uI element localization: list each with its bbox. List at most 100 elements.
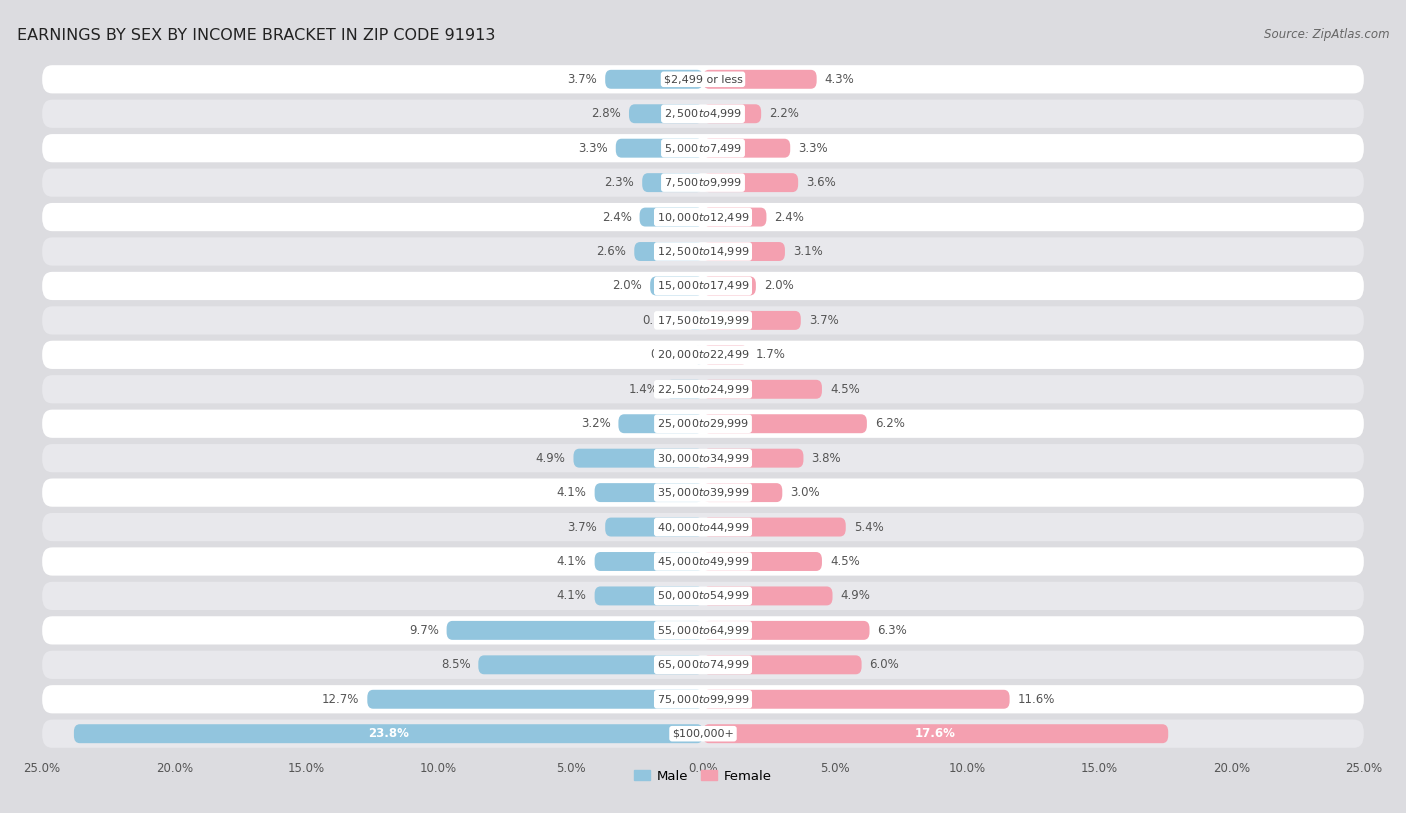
Text: 4.9%: 4.9% (841, 589, 870, 602)
FancyBboxPatch shape (703, 70, 817, 89)
Text: 3.8%: 3.8% (811, 452, 841, 465)
FancyBboxPatch shape (650, 276, 703, 295)
Text: 11.6%: 11.6% (1018, 693, 1054, 706)
FancyBboxPatch shape (688, 311, 703, 330)
FancyBboxPatch shape (42, 203, 1364, 231)
FancyBboxPatch shape (703, 242, 785, 261)
Text: $75,000 to $99,999: $75,000 to $99,999 (657, 693, 749, 706)
FancyBboxPatch shape (42, 341, 1364, 369)
FancyBboxPatch shape (703, 552, 823, 571)
FancyBboxPatch shape (643, 173, 703, 192)
Text: 1.7%: 1.7% (756, 348, 786, 361)
Text: 2.3%: 2.3% (605, 176, 634, 189)
FancyBboxPatch shape (703, 173, 799, 192)
FancyBboxPatch shape (42, 444, 1364, 472)
FancyBboxPatch shape (42, 375, 1364, 403)
Text: 0.58%: 0.58% (643, 314, 679, 327)
FancyBboxPatch shape (605, 70, 703, 89)
FancyBboxPatch shape (42, 547, 1364, 576)
FancyBboxPatch shape (42, 616, 1364, 645)
FancyBboxPatch shape (703, 483, 782, 502)
FancyBboxPatch shape (703, 655, 862, 674)
Text: 2.4%: 2.4% (775, 211, 804, 224)
Text: 2.4%: 2.4% (602, 211, 631, 224)
Text: $55,000 to $64,999: $55,000 to $64,999 (657, 624, 749, 637)
FancyBboxPatch shape (703, 346, 748, 364)
Text: $20,000 to $22,499: $20,000 to $22,499 (657, 348, 749, 361)
FancyBboxPatch shape (595, 483, 703, 502)
Text: 12.7%: 12.7% (322, 693, 360, 706)
Text: 4.9%: 4.9% (536, 452, 565, 465)
FancyBboxPatch shape (42, 100, 1364, 128)
Text: $5,000 to $7,499: $5,000 to $7,499 (664, 141, 742, 154)
FancyBboxPatch shape (703, 724, 1168, 743)
FancyBboxPatch shape (703, 276, 756, 295)
Text: 4.5%: 4.5% (830, 555, 859, 568)
Text: 3.3%: 3.3% (578, 141, 607, 154)
FancyBboxPatch shape (634, 242, 703, 261)
FancyBboxPatch shape (42, 479, 1364, 506)
Text: 4.1%: 4.1% (557, 589, 586, 602)
Text: $45,000 to $49,999: $45,000 to $49,999 (657, 555, 749, 568)
Text: 2.0%: 2.0% (613, 280, 643, 293)
Text: 23.8%: 23.8% (368, 727, 409, 740)
FancyBboxPatch shape (75, 724, 703, 743)
Text: $100,000+: $100,000+ (672, 728, 734, 739)
FancyBboxPatch shape (42, 582, 1364, 610)
Text: 8.5%: 8.5% (440, 659, 471, 672)
FancyBboxPatch shape (703, 621, 869, 640)
Text: $22,500 to $24,999: $22,500 to $24,999 (657, 383, 749, 396)
FancyBboxPatch shape (42, 65, 1364, 93)
Text: 3.7%: 3.7% (808, 314, 838, 327)
FancyBboxPatch shape (703, 518, 846, 537)
Text: 4.5%: 4.5% (830, 383, 859, 396)
FancyBboxPatch shape (703, 311, 801, 330)
Text: $2,500 to $4,999: $2,500 to $4,999 (664, 107, 742, 120)
Text: 9.7%: 9.7% (409, 624, 439, 637)
Text: 3.3%: 3.3% (799, 141, 828, 154)
FancyBboxPatch shape (619, 415, 703, 433)
Text: $40,000 to $44,999: $40,000 to $44,999 (657, 520, 749, 533)
Text: 2.0%: 2.0% (763, 280, 793, 293)
FancyBboxPatch shape (42, 685, 1364, 713)
FancyBboxPatch shape (703, 380, 823, 398)
Text: $25,000 to $29,999: $25,000 to $29,999 (657, 417, 749, 430)
FancyBboxPatch shape (703, 207, 766, 227)
Text: 3.7%: 3.7% (568, 73, 598, 86)
FancyBboxPatch shape (703, 689, 1010, 709)
FancyBboxPatch shape (695, 346, 703, 364)
FancyBboxPatch shape (42, 410, 1364, 438)
FancyBboxPatch shape (595, 586, 703, 606)
FancyBboxPatch shape (42, 168, 1364, 197)
Text: EARNINGS BY SEX BY INCOME BRACKET IN ZIP CODE 91913: EARNINGS BY SEX BY INCOME BRACKET IN ZIP… (17, 28, 495, 43)
FancyBboxPatch shape (42, 720, 1364, 748)
FancyBboxPatch shape (42, 237, 1364, 266)
Text: $2,499 or less: $2,499 or less (664, 74, 742, 85)
Text: 3.7%: 3.7% (568, 520, 598, 533)
Text: $12,500 to $14,999: $12,500 to $14,999 (657, 245, 749, 258)
FancyBboxPatch shape (447, 621, 703, 640)
Text: 4.1%: 4.1% (557, 486, 586, 499)
Text: 2.6%: 2.6% (596, 245, 626, 258)
Text: $17,500 to $19,999: $17,500 to $19,999 (657, 314, 749, 327)
FancyBboxPatch shape (367, 689, 703, 709)
FancyBboxPatch shape (42, 272, 1364, 300)
Text: 17.6%: 17.6% (915, 727, 956, 740)
Text: $7,500 to $9,999: $7,500 to $9,999 (664, 176, 742, 189)
Text: 6.2%: 6.2% (875, 417, 904, 430)
Text: 3.2%: 3.2% (581, 417, 610, 430)
FancyBboxPatch shape (595, 552, 703, 571)
Text: 0.31%: 0.31% (650, 348, 688, 361)
Legend: Male, Female: Male, Female (628, 764, 778, 788)
FancyBboxPatch shape (42, 307, 1364, 334)
FancyBboxPatch shape (42, 650, 1364, 679)
Text: 3.6%: 3.6% (806, 176, 835, 189)
Text: $10,000 to $12,499: $10,000 to $12,499 (657, 211, 749, 224)
Text: 6.0%: 6.0% (869, 659, 900, 672)
FancyBboxPatch shape (666, 380, 703, 398)
Text: 4.1%: 4.1% (557, 555, 586, 568)
FancyBboxPatch shape (42, 134, 1364, 163)
FancyBboxPatch shape (574, 449, 703, 467)
FancyBboxPatch shape (703, 104, 761, 124)
FancyBboxPatch shape (703, 415, 868, 433)
